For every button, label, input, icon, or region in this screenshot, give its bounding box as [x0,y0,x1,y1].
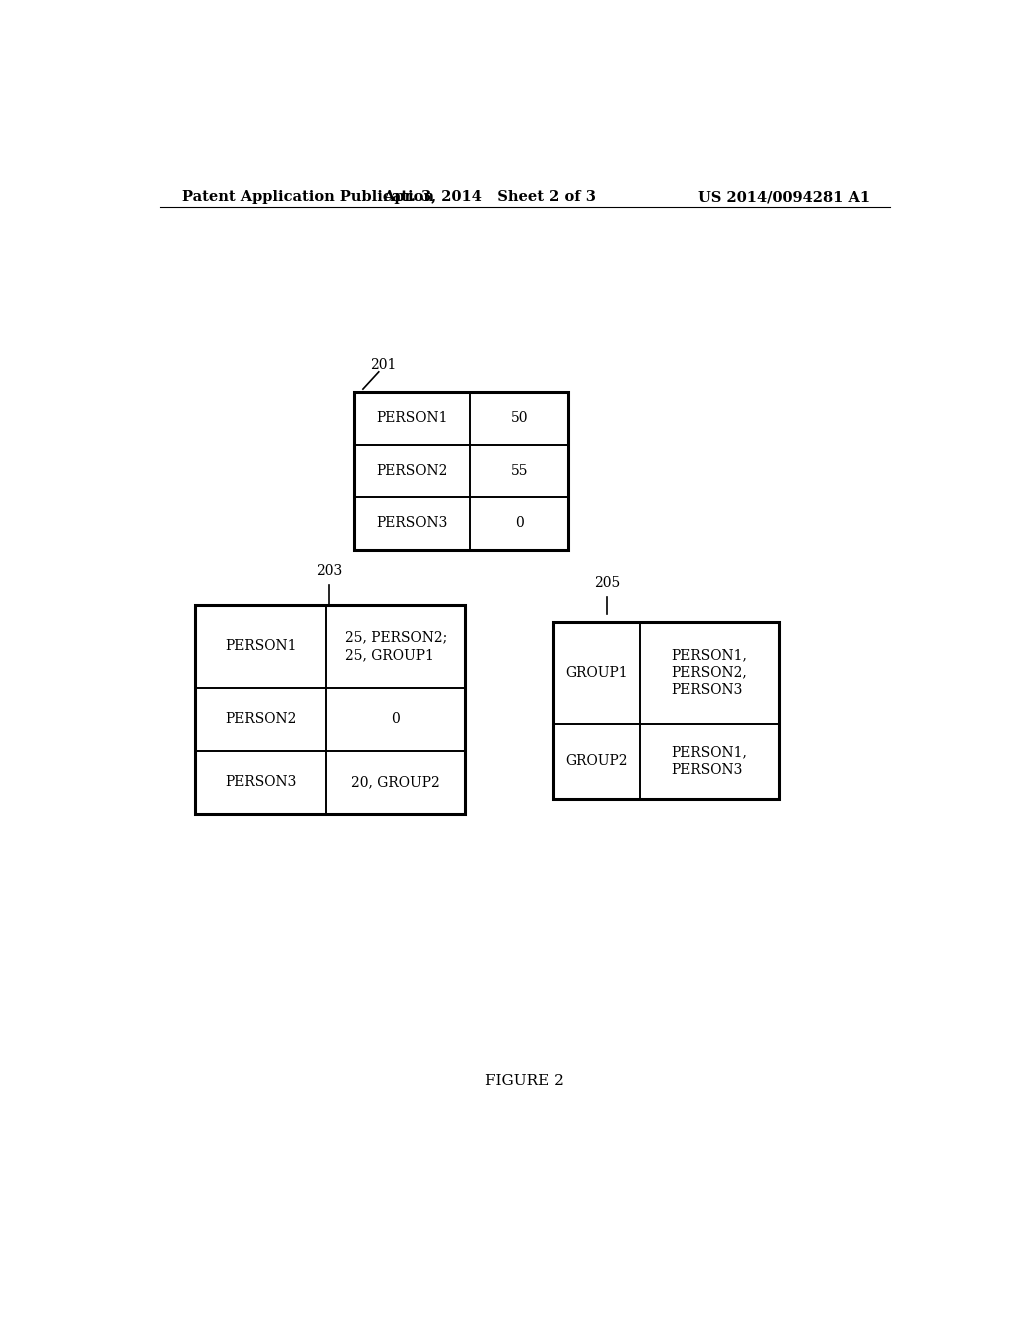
Text: PERSON3: PERSON3 [377,516,447,531]
Text: PERSON1,
PERSON2,
PERSON3: PERSON1, PERSON2, PERSON3 [672,648,748,697]
Text: 55: 55 [510,463,528,478]
Text: PERSON2: PERSON2 [225,713,297,726]
Text: 201: 201 [370,358,396,372]
Text: GROUP1: GROUP1 [565,665,628,680]
Text: 0: 0 [391,713,400,726]
Text: PERSON1: PERSON1 [225,639,297,653]
Text: 50: 50 [510,412,528,425]
Text: FIGURE 2: FIGURE 2 [485,1074,564,1088]
Text: GROUP2: GROUP2 [565,754,628,768]
Text: 20, GROUP2: 20, GROUP2 [351,775,440,789]
Text: 0: 0 [515,516,523,531]
Text: PERSON1,
PERSON3: PERSON1, PERSON3 [672,746,748,776]
Bar [354,392,568,549]
Bar [553,622,779,799]
Text: PERSON2: PERSON2 [377,463,447,478]
Bar [196,605,465,814]
Text: 203: 203 [315,564,342,578]
Text: US 2014/0094281 A1: US 2014/0094281 A1 [698,190,870,205]
Text: Apr. 3, 2014   Sheet 2 of 3: Apr. 3, 2014 Sheet 2 of 3 [383,190,596,205]
Text: Patent Application Publication: Patent Application Publication [182,190,434,205]
Text: 25, PERSON2;
25, GROUP1: 25, PERSON2; 25, GROUP1 [345,631,446,661]
Text: PERSON3: PERSON3 [225,775,297,789]
Text: PERSON1: PERSON1 [376,412,447,425]
Text: 205: 205 [594,577,621,590]
